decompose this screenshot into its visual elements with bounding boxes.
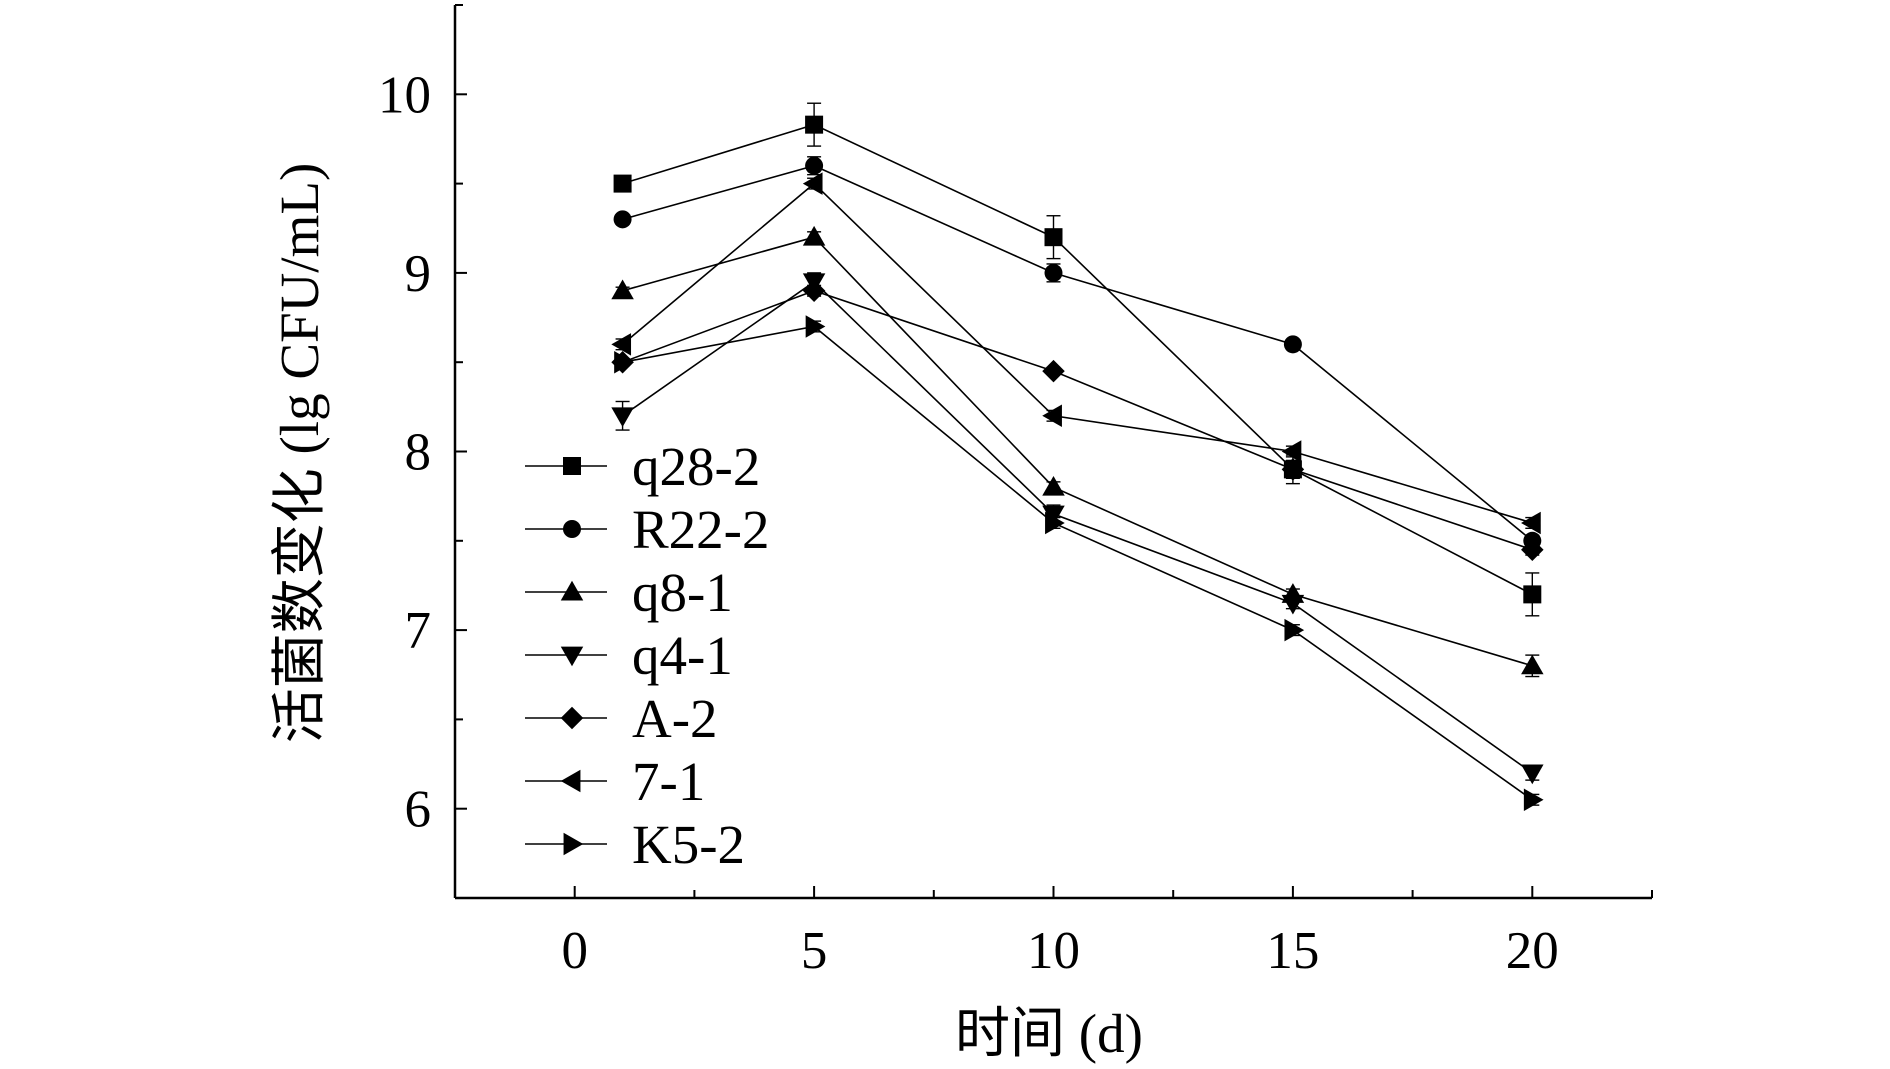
x-tick-label: 20 — [1506, 922, 1559, 980]
data-point — [1284, 618, 1305, 642]
data-point — [1281, 594, 1305, 615]
legend-entry: 7-1 — [525, 751, 705, 812]
data-point — [1042, 359, 1065, 383]
data-point — [1521, 538, 1544, 561]
x-tick-label: 5 — [801, 922, 828, 980]
data-point — [1521, 511, 1541, 535]
x-tick-label: 10 — [1027, 922, 1080, 980]
legend-marker — [560, 706, 584, 730]
data-point — [1042, 404, 1062, 428]
y-tick-label: 7 — [405, 602, 432, 660]
data-point — [1521, 654, 1544, 675]
data-point — [1045, 511, 1065, 535]
legend-marker — [563, 457, 581, 475]
legend-marker — [560, 646, 584, 667]
data-point — [611, 407, 634, 428]
series-q4-1 — [611, 272, 1544, 785]
y-tick-label: 10 — [378, 66, 431, 124]
data-point — [1044, 263, 1063, 282]
data-point — [1523, 788, 1544, 812]
data-point — [805, 156, 824, 175]
data-point — [1523, 585, 1542, 604]
data-point — [613, 174, 632, 193]
legend-entry: A-2 — [525, 688, 718, 749]
legend-entry: q4-1 — [525, 625, 733, 686]
legend-label: q8-1 — [632, 562, 733, 623]
series-line — [622, 325, 1533, 801]
data-point — [1042, 505, 1065, 526]
data-point — [611, 333, 632, 356]
data-point — [1281, 440, 1302, 463]
legend-label: K5-2 — [632, 814, 745, 875]
series-q28-2 — [613, 102, 1542, 617]
legend-marker — [560, 580, 584, 601]
series-7-1 — [611, 172, 1541, 535]
x-tick-label: 15 — [1266, 922, 1319, 980]
data-point — [1283, 335, 1302, 354]
legend-label: A-2 — [632, 688, 718, 749]
series-q8-1 — [611, 225, 1544, 678]
y-tick-label: 9 — [405, 245, 432, 303]
data-point — [614, 350, 634, 374]
y-tick-label: 8 — [405, 424, 432, 482]
legend-label: 7-1 — [632, 751, 705, 812]
data-point — [802, 172, 823, 195]
data-point — [611, 279, 634, 300]
y-axis-title: 活菌数变化 (lg CFU/mL) — [269, 163, 330, 744]
data-point — [802, 279, 826, 303]
legend-label: q28-2 — [632, 436, 760, 497]
legend-entry: K5-2 — [525, 814, 745, 875]
legend-marker — [563, 832, 584, 856]
series-layer — [611, 102, 1544, 812]
legend-marker — [560, 769, 581, 793]
data-point — [1042, 475, 1065, 496]
data-point — [613, 210, 632, 229]
legend-label: q4-1 — [632, 625, 733, 686]
data-point — [1521, 764, 1544, 785]
y-tick-label: 6 — [405, 781, 432, 839]
legend-entry: q8-1 — [525, 562, 733, 623]
legend-entry: q28-2 — [525, 436, 760, 497]
data-point — [805, 115, 824, 134]
x-tick-label: 0 — [561, 922, 588, 980]
data-point — [805, 315, 826, 338]
axes: 0 5 10 15 20 6 7 8 9 10 — [378, 4, 1653, 980]
data-point — [802, 225, 826, 246]
legend-marker — [563, 520, 581, 538]
data-point — [1044, 228, 1063, 247]
legend-entry: R22-2 — [525, 499, 770, 560]
series-K5-2 — [614, 315, 1544, 812]
x-axis-title: 时间 (d) — [955, 1003, 1143, 1064]
data-point — [1281, 458, 1305, 481]
legend-label: R22-2 — [632, 499, 770, 560]
